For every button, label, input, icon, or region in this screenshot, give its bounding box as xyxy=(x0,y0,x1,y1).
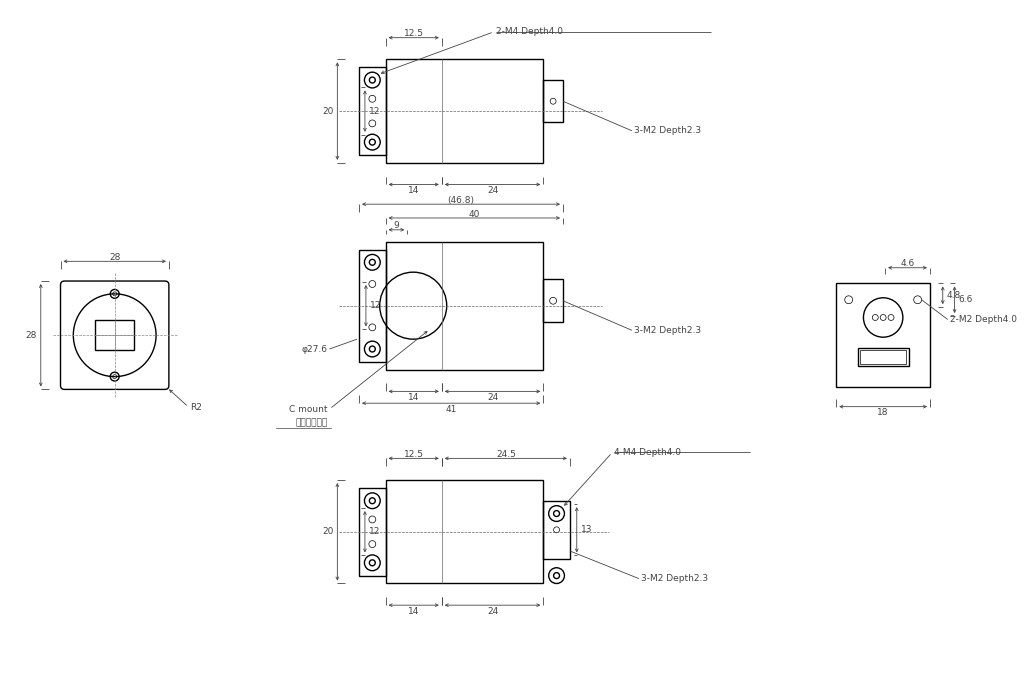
Text: 14: 14 xyxy=(408,607,419,615)
Text: 2-M4 Depth4.0: 2-M4 Depth4.0 xyxy=(496,27,563,36)
Text: 14: 14 xyxy=(408,186,419,195)
Bar xyxy=(543,500,570,559)
Text: 13: 13 xyxy=(581,525,592,534)
Text: 12: 12 xyxy=(370,301,381,310)
Text: 12: 12 xyxy=(369,527,380,536)
Bar xyxy=(543,80,563,122)
Text: 28: 28 xyxy=(109,253,121,262)
Text: 3-M2 Depth2.3: 3-M2 Depth2.3 xyxy=(633,326,701,335)
Text: 24.5: 24.5 xyxy=(495,450,516,459)
Text: 2-M2 Depth4.0: 2-M2 Depth4.0 xyxy=(950,315,1017,324)
Text: R2: R2 xyxy=(191,402,203,412)
Bar xyxy=(385,60,543,163)
Text: 9: 9 xyxy=(393,221,400,230)
Bar xyxy=(860,350,905,364)
Text: 24: 24 xyxy=(487,607,499,615)
Bar xyxy=(543,279,563,323)
Text: C mount: C mount xyxy=(289,405,328,414)
Text: 3-M2 Depth2.3: 3-M2 Depth2.3 xyxy=(633,126,701,135)
Text: 12.5: 12.5 xyxy=(404,450,423,459)
Text: 4-M4 Depth4.0: 4-M4 Depth4.0 xyxy=(614,448,681,457)
Text: 18: 18 xyxy=(878,408,889,417)
Text: 12: 12 xyxy=(369,106,380,116)
Bar xyxy=(836,284,930,387)
Bar xyxy=(359,249,385,362)
Text: 3-M2 Depth2.3: 3-M2 Depth2.3 xyxy=(641,574,708,583)
Text: 28: 28 xyxy=(26,330,37,340)
Text: 20: 20 xyxy=(322,527,334,536)
Bar xyxy=(385,241,543,370)
Text: 4.8: 4.8 xyxy=(947,290,961,300)
Text: 24: 24 xyxy=(487,186,499,195)
Bar xyxy=(95,321,134,350)
Text: 40: 40 xyxy=(469,209,480,218)
Bar xyxy=(359,67,385,155)
Text: 対面同一形状: 対面同一形状 xyxy=(296,419,328,428)
Text: φ27.6: φ27.6 xyxy=(302,344,328,354)
Text: 6.6: 6.6 xyxy=(959,295,973,304)
Bar xyxy=(385,480,543,584)
Text: 24: 24 xyxy=(487,393,499,402)
Text: (46.8): (46.8) xyxy=(447,196,475,204)
Bar xyxy=(858,348,908,366)
Bar xyxy=(359,488,385,575)
Text: 41: 41 xyxy=(445,405,457,414)
Text: 14: 14 xyxy=(408,393,419,402)
Text: 20: 20 xyxy=(322,106,334,116)
Text: 4.6: 4.6 xyxy=(900,259,915,268)
Text: 12.5: 12.5 xyxy=(404,29,423,38)
